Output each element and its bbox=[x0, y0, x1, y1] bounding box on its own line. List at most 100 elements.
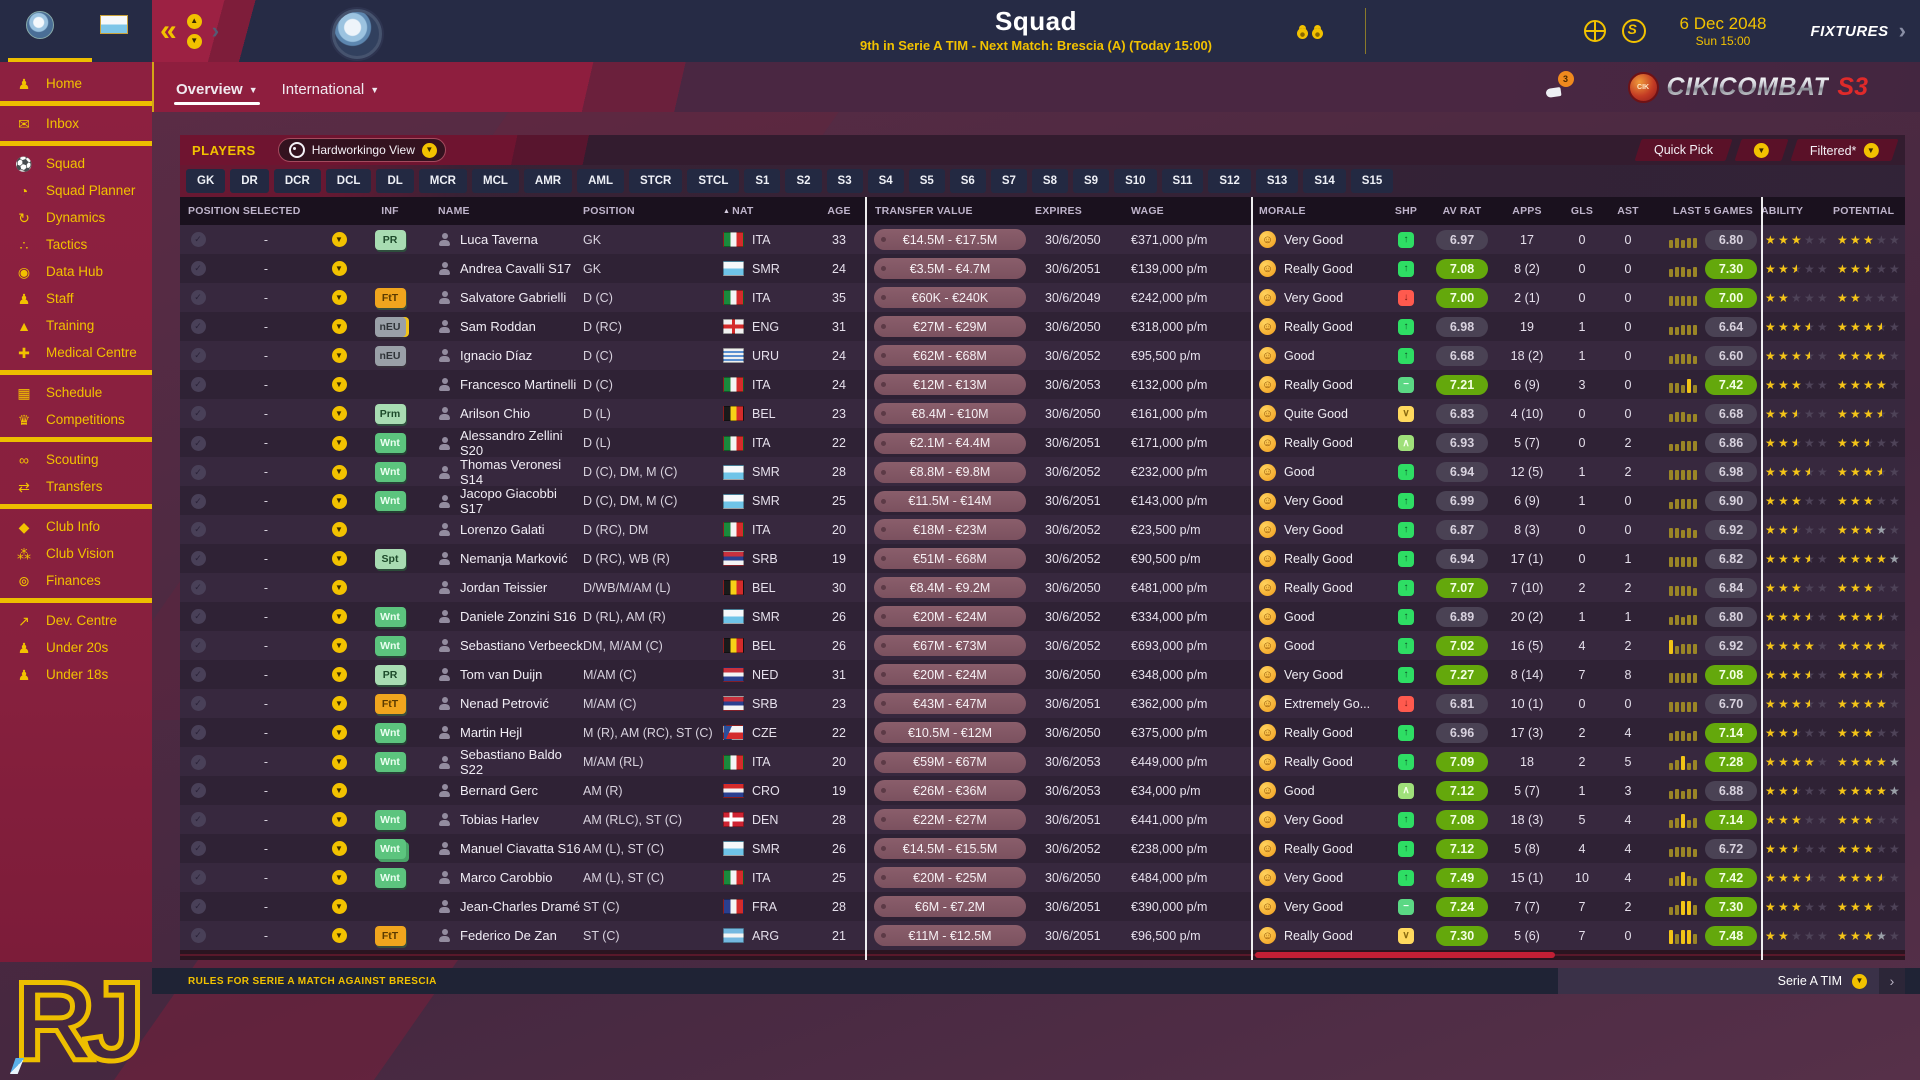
checkbox-icon[interactable]: ✓ bbox=[190, 812, 206, 827]
name-cell[interactable]: Francesco Martinelli bbox=[418, 370, 583, 399]
player-row[interactable]: ✓ - ▼ PR Luca Taverna GK ITA 33 €14.5M - €17.5M 3… bbox=[180, 225, 1905, 254]
filter-button-s1[interactable]: S1 bbox=[744, 169, 781, 193]
inf-badge[interactable]: Wnt bbox=[374, 722, 406, 743]
col-last5[interactable]: LAST 5 GAMES bbox=[1673, 205, 1753, 217]
transfer-value-pill[interactable]: €8.8M - €9.8M bbox=[874, 461, 1026, 483]
checkbox-icon[interactable]: ✓ bbox=[190, 493, 206, 509]
row-dropdown-icon[interactable]: ▼ bbox=[331, 841, 347, 856]
player-row[interactable]: ✓ - ▼ Francesco Martinelli D (C) ITA 24 €12M - … bbox=[180, 370, 1905, 399]
transfer-value-pill[interactable]: €8.4M - €10M bbox=[874, 403, 1026, 424]
sidebar-item-scouting[interactable]: ∞ Scouting bbox=[0, 446, 152, 473]
player-row[interactable]: ✓ - ▼ Wnt Martin Hejl M (R), AM (RC), ST (C) C… bbox=[180, 718, 1905, 747]
checkbox-icon[interactable]: ✓ bbox=[190, 928, 206, 943]
filter-button-dcl[interactable]: DCL bbox=[325, 169, 372, 193]
checkbox-icon[interactable]: ✓ bbox=[190, 551, 206, 566]
inf-badge[interactable]: Wnt bbox=[374, 838, 406, 859]
name-cell[interactable]: Salvatore Gabrielli bbox=[418, 283, 583, 312]
chevron-right-icon[interactable]: › bbox=[1879, 968, 1905, 994]
transfer-value-pill[interactable]: €62M - €68M bbox=[874, 345, 1026, 366]
row-dropdown-icon[interactable]: ▼ bbox=[331, 725, 347, 740]
checkbox-icon[interactable]: ✓ bbox=[190, 609, 206, 624]
name-cell[interactable]: Arilson Chio bbox=[418, 399, 583, 428]
name-cell[interactable]: Nenad Petrović bbox=[418, 689, 583, 718]
row-select-cell[interactable]: ✓ bbox=[180, 631, 216, 660]
sidebar-item-finances[interactable]: ⊚ Finances bbox=[0, 567, 152, 594]
row-select-cell[interactable]: ✓ bbox=[180, 399, 216, 428]
row-select-cell[interactable]: ✓ bbox=[180, 573, 216, 602]
checkbox-icon[interactable]: ✓ bbox=[190, 870, 206, 885]
inf-badge[interactable]: nEU bbox=[374, 345, 406, 366]
checkbox-icon[interactable]: ✓ bbox=[190, 319, 206, 334]
col-apps[interactable]: APPS bbox=[1512, 205, 1542, 217]
sidebar-item-dev-centre[interactable]: ↗ Dev. Centre bbox=[0, 607, 152, 634]
scrollbar-thumb[interactable] bbox=[1255, 952, 1555, 958]
quick-pick-button[interactable]: Quick Pick bbox=[1634, 139, 1734, 161]
inf-badge[interactable]: Wnt bbox=[374, 433, 406, 453]
filter-button-dl[interactable]: DL bbox=[376, 169, 414, 193]
player-row[interactable]: ✓ - ▼ Wnt Tobias Harlev AM (RLC), ST (C) DEN 28… bbox=[180, 805, 1905, 834]
transfer-value-pill[interactable]: €8.4M - €9.2M bbox=[874, 577, 1026, 598]
player-row[interactable]: ✓ - ▼ Lorenzo Galati D (RC), DM ITA 20 €18M - €… bbox=[180, 515, 1905, 544]
fixtures-button[interactable]: FIXTURES bbox=[1810, 22, 1889, 40]
player-row[interactable]: ✓ - ▼ Wnt Alessandro Zellini S20 D (L) ITA 22 €2… bbox=[180, 428, 1905, 458]
checkbox-icon[interactable]: ✓ bbox=[190, 899, 206, 914]
filter-button-s5[interactable]: S5 bbox=[908, 169, 945, 193]
inf-badge[interactable]: PR bbox=[374, 229, 406, 250]
sidebar-item-schedule[interactable]: ▦ Schedule bbox=[0, 379, 152, 406]
transfer-value-pill[interactable]: €27M - €29M bbox=[874, 316, 1026, 337]
player-row[interactable]: ✓ - ▼ Jean-Charles Dramé ST (C) FRA 28 €6M - €7… bbox=[180, 892, 1905, 921]
row-dropdown-icon[interactable]: ▼ bbox=[331, 899, 347, 914]
player-row[interactable]: ✓ - ▼ nEU Sam Roddan D (RC) ENG 31 €27M - €29M 30… bbox=[180, 312, 1905, 341]
transfer-value-pill[interactable]: €20M - €24M bbox=[874, 606, 1026, 627]
row-dropdown-icon[interactable]: ▼ bbox=[331, 435, 347, 451]
filter-button-s3[interactable]: S3 bbox=[826, 169, 863, 193]
transfer-value-pill[interactable]: €20M - €25M bbox=[874, 867, 1026, 888]
transfer-value-pill[interactable]: €2.1M - €4.4M bbox=[874, 432, 1026, 454]
tab-overview[interactable]: Overview ▼ bbox=[174, 62, 260, 112]
inf-badge[interactable]: Wnt bbox=[374, 606, 406, 627]
checkbox-icon[interactable]: ✓ bbox=[190, 580, 206, 595]
row-dropdown-icon[interactable]: ▼ bbox=[331, 290, 347, 305]
sidebar-item-training[interactable]: ▲ Training bbox=[0, 312, 152, 339]
row-dropdown-icon[interactable]: ▼ bbox=[331, 928, 347, 943]
row-dropdown-icon[interactable]: ▼ bbox=[331, 232, 347, 247]
sidebar-item-data-hub[interactable]: ◉ Data Hub bbox=[0, 258, 152, 285]
name-cell[interactable]: Bernard Gerc bbox=[418, 776, 583, 805]
row-dropdown-icon[interactable]: ▼ bbox=[331, 464, 347, 480]
col-shp[interactable]: SHP bbox=[1394, 205, 1418, 217]
forward-icon[interactable]: › bbox=[211, 18, 220, 43]
row-select-cell[interactable]: ✓ bbox=[180, 892, 216, 921]
filter-button-s9[interactable]: S9 bbox=[1073, 169, 1110, 193]
row-dropdown-icon[interactable]: ▼ bbox=[331, 783, 347, 798]
binoculars-icon[interactable] bbox=[1296, 23, 1323, 39]
row-dropdown-icon[interactable]: ▼ bbox=[331, 377, 347, 392]
transfer-value-pill[interactable]: €3.5M - €4.7M bbox=[874, 258, 1026, 279]
world-icon[interactable] bbox=[1583, 20, 1606, 42]
checkbox-icon[interactable]: ✓ bbox=[190, 464, 206, 480]
transfer-value-pill[interactable]: €6M - €7.2M bbox=[874, 896, 1026, 917]
transfer-value-pill[interactable]: €11.5M - €14M bbox=[874, 490, 1026, 512]
checkbox-icon[interactable]: ✓ bbox=[190, 435, 206, 451]
transfer-value-pill[interactable]: €10.5M - €12M bbox=[874, 722, 1026, 743]
filter-button-s8[interactable]: S8 bbox=[1031, 169, 1068, 193]
row-dropdown-icon[interactable]: ▼ bbox=[331, 870, 347, 885]
player-row[interactable]: ✓ - ▼ FtT Nenad Petrović M/AM (C) SRB 23 €43M - … bbox=[180, 689, 1905, 718]
transfer-value-pill[interactable]: €22M - €27M bbox=[874, 809, 1026, 830]
col-av-rat[interactable]: AV RAT bbox=[1442, 205, 1482, 217]
name-cell[interactable]: Federico De Zan bbox=[418, 921, 583, 950]
inf-badge[interactable]: Prm bbox=[374, 403, 406, 424]
filtered-button[interactable]: Filtered* ▼ bbox=[1790, 139, 1899, 161]
row-select-cell[interactable]: ✓ bbox=[180, 863, 216, 892]
checkbox-icon[interactable]: ✓ bbox=[190, 261, 206, 276]
sidebar-item-competitions[interactable]: ♛ Competitions bbox=[0, 406, 152, 433]
notification-icon[interactable]: 3 bbox=[1546, 71, 1574, 97]
checkbox-icon[interactable]: ✓ bbox=[190, 377, 206, 392]
name-cell[interactable]: Sebastiano Baldo S22 bbox=[418, 747, 583, 777]
checkbox-icon[interactable]: ✓ bbox=[190, 754, 206, 770]
continue-icon[interactable] bbox=[1621, 19, 1646, 43]
name-cell[interactable]: Andrea Cavalli S17 bbox=[418, 254, 583, 283]
player-row[interactable]: ✓ - ▼ Wnt Marco Carobbio AM (L), ST (C) ITA 25 €… bbox=[180, 863, 1905, 892]
row-dropdown-icon[interactable]: ▼ bbox=[331, 319, 347, 334]
filter-button-s7[interactable]: S7 bbox=[990, 169, 1027, 193]
inf-badge[interactable]: Wnt bbox=[374, 809, 406, 830]
